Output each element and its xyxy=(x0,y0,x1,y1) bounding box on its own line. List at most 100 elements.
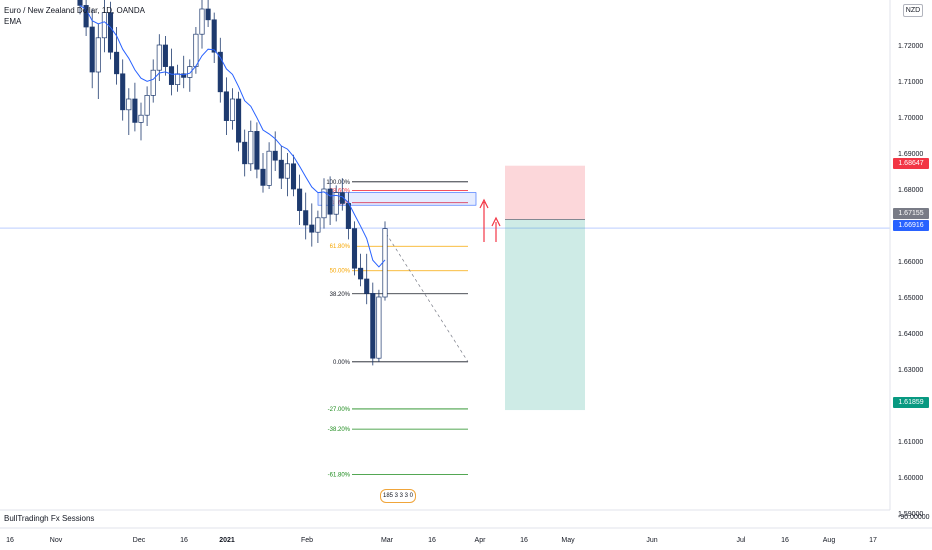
stop-price-label: 1.68647 xyxy=(893,158,929,169)
y-tick-label: 1.72000 xyxy=(898,43,923,50)
candle-body xyxy=(333,192,339,215)
fib-level-label: -38.20% xyxy=(328,427,351,433)
candle-body xyxy=(138,114,144,123)
ema-indicator-label[interactable]: EMA xyxy=(4,17,22,26)
candle-body xyxy=(168,66,175,85)
y-tick-label: 1.69000 xyxy=(898,151,923,158)
fib-level-label: 61.80% xyxy=(330,244,351,250)
candle-body xyxy=(120,73,126,111)
y-tick-label: 1.65000 xyxy=(898,295,923,302)
ema-line xyxy=(79,4,386,268)
down-arrow-icon xyxy=(479,198,489,242)
candle-body xyxy=(77,0,83,6)
y-tick-label: 1.60000 xyxy=(898,475,923,482)
candle-body xyxy=(321,188,327,219)
y-tick-label: 1.61000 xyxy=(898,439,923,446)
fib-level-label: -61.80% xyxy=(328,472,351,478)
candle-body xyxy=(248,131,254,165)
candle-body xyxy=(162,44,168,67)
candle-body xyxy=(351,228,358,269)
target-price-label: 1.61859 xyxy=(893,397,929,408)
candle-body xyxy=(370,293,376,359)
candle-body xyxy=(181,73,187,78)
y-tick-label: 1.59000 xyxy=(898,511,923,518)
currency-badge[interactable]: NZD xyxy=(903,4,923,17)
fib-level-label: 100.00% xyxy=(326,180,350,186)
x-tick-label: Jun xyxy=(646,537,657,544)
sessions-indicator-label[interactable]: BullTradingh Fx Sessions xyxy=(4,514,95,523)
x-tick-label: 16 xyxy=(520,537,528,544)
candle-body xyxy=(236,98,242,143)
order-block-box xyxy=(317,192,477,206)
y-tick-label: 1.70000 xyxy=(898,115,923,122)
fib-level-label: 0.00% xyxy=(333,360,351,366)
candle-body xyxy=(345,203,351,229)
session-badge[interactable]: 185 3 3 3 0 xyxy=(380,489,416,503)
candle-body xyxy=(260,168,266,186)
candle-body xyxy=(266,150,272,186)
candle-body xyxy=(376,296,382,359)
fib-level-label: 88.60% xyxy=(330,188,351,194)
fib-level-label: 50.00% xyxy=(330,269,351,275)
symbol-title: Euro / New Zealand Dollar, 1D, OANDA xyxy=(4,6,145,15)
candle-body xyxy=(217,51,223,93)
candle-body xyxy=(144,95,150,116)
up-arrow-icon xyxy=(491,216,501,242)
x-tick-label: 16 xyxy=(180,537,188,544)
candle-body xyxy=(364,278,370,294)
x-tick-label: Aug xyxy=(823,537,836,544)
y-tick-label: 1.63000 xyxy=(898,367,923,374)
candle-body xyxy=(278,159,284,179)
candle-body xyxy=(193,33,199,67)
stop-loss-zone xyxy=(505,165,585,220)
y-tick-label: 1.66000 xyxy=(898,259,923,266)
x-tick-label: 16 xyxy=(6,537,14,544)
projection-trendline xyxy=(382,228,469,362)
candlesticks xyxy=(77,0,388,366)
candle-body xyxy=(303,210,309,226)
candle-body xyxy=(309,224,315,233)
candle-body xyxy=(297,188,303,211)
x-tick-label: 16 xyxy=(428,537,436,544)
candle-body xyxy=(339,192,345,204)
x-tick-label: Mar xyxy=(381,537,394,544)
candle-body xyxy=(187,66,193,78)
y-tick-label: 1.71000 xyxy=(898,79,923,86)
candle-body xyxy=(284,163,290,179)
candle-body xyxy=(83,5,89,28)
current-price-label: 1.66916 xyxy=(893,220,929,231)
take-profit-zone xyxy=(505,219,585,411)
candle-body xyxy=(107,12,114,53)
x-tick-label: Nov xyxy=(50,537,63,544)
fibonacci-retracement[interactable]: 100.00%88.60%78.60%61.80%50.00%38.20%0.0… xyxy=(317,180,501,479)
x-tick-label: 16 xyxy=(781,537,789,544)
x-tick-label: Jul xyxy=(737,537,746,544)
ema-polyline xyxy=(79,4,386,268)
candle-body xyxy=(315,217,321,233)
x-tick-label: Feb xyxy=(301,537,313,544)
x-tick-label: Apr xyxy=(475,537,487,544)
candle-body xyxy=(132,98,138,123)
candle-body xyxy=(95,37,101,73)
candle-body xyxy=(229,98,236,121)
candle-body xyxy=(223,91,229,121)
candle-body xyxy=(156,44,162,71)
sessions-indicator-value: -90.00000 xyxy=(898,514,930,521)
candle-body xyxy=(290,163,297,190)
candle-body xyxy=(199,8,205,35)
entry-price-label: 1.67155 xyxy=(893,208,929,219)
x-tick-label: Dec xyxy=(133,537,146,544)
candle-body xyxy=(327,188,333,215)
candle-body xyxy=(382,228,388,298)
position-zones[interactable] xyxy=(505,165,585,411)
candle-body xyxy=(211,19,217,53)
candle-body xyxy=(89,26,95,73)
candle-body xyxy=(242,141,248,165)
candle-body xyxy=(101,12,107,39)
candle-body xyxy=(205,8,211,21)
candle-body xyxy=(175,73,181,85)
candle-body xyxy=(114,51,120,75)
fib-level-label: -27.00% xyxy=(328,407,351,413)
